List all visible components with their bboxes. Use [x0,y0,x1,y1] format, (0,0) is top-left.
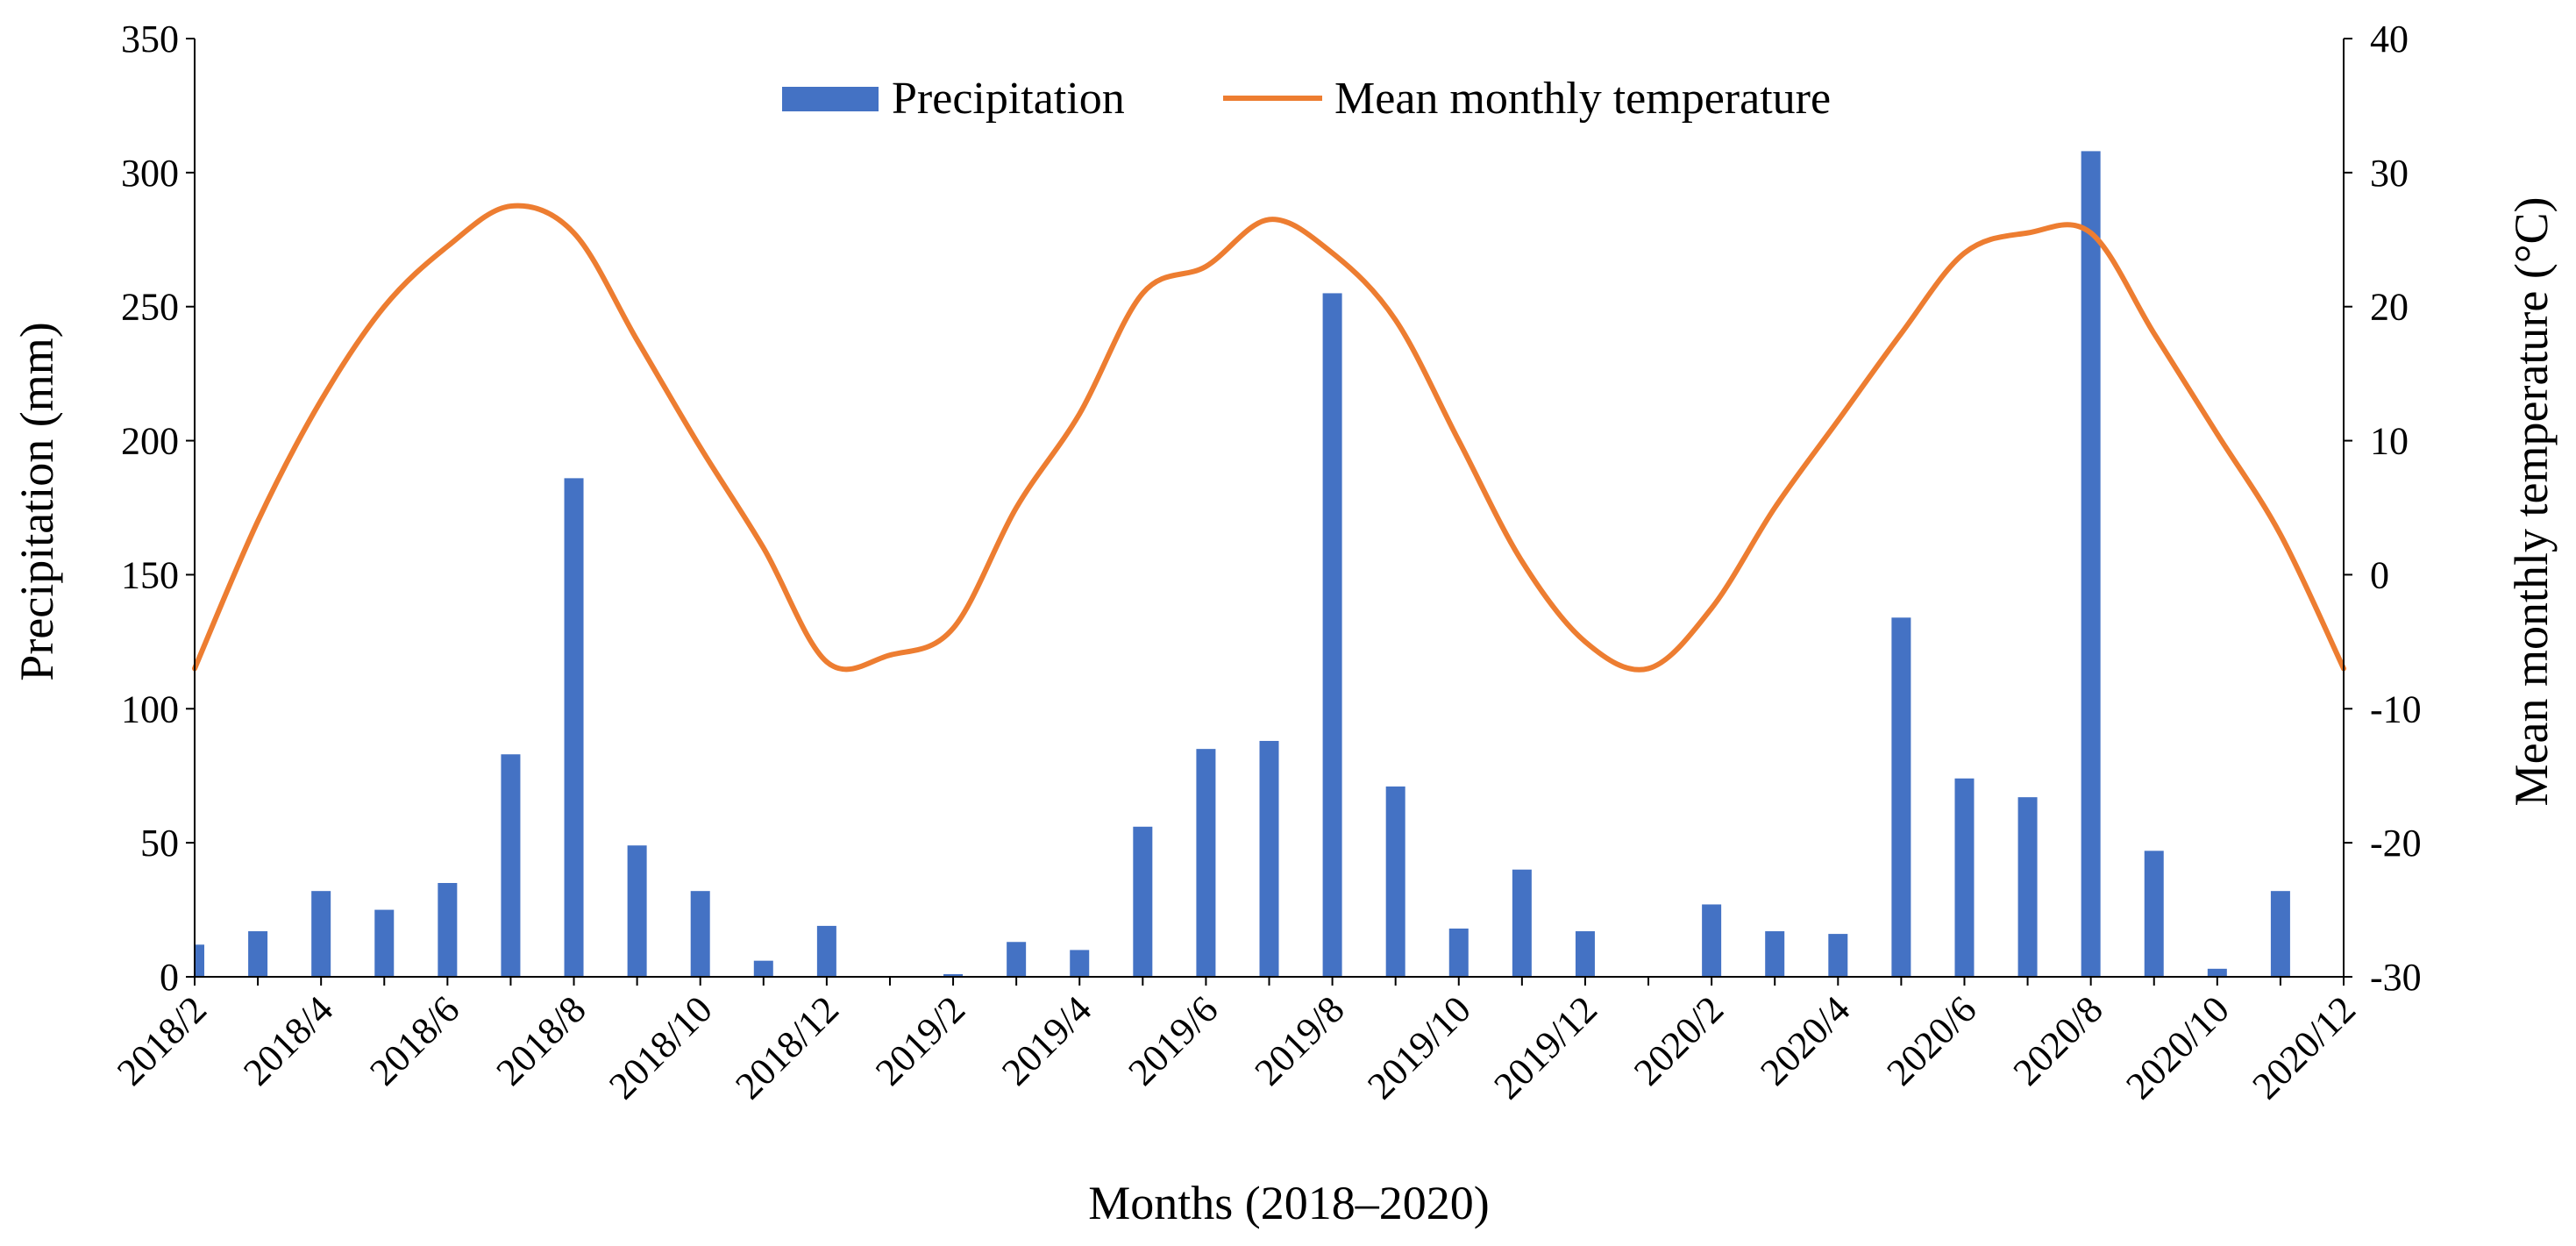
precipitation-bar [564,478,584,977]
x-tick-label: 2019/8 [1247,987,1353,1093]
left-y-tick-label: 200 [121,420,179,463]
precipitation-bar [1891,617,1911,977]
left-y-tick-label: 250 [121,286,179,329]
x-tick-label: 2018/10 [601,987,721,1107]
precipitation-bar [816,925,836,977]
left-y-tick-label: 100 [121,687,179,730]
left-y-tick-label: 150 [121,553,179,596]
precipitation-bar [1070,950,1090,977]
x-tick-label: 2018/6 [361,987,467,1093]
precipitation-bar [2081,151,2101,977]
left-y-tick-label: 350 [121,18,179,61]
x-tick-label: 2019/4 [993,987,1099,1093]
precipitation-bar [1007,942,1027,977]
x-tick-label: 2019/2 [867,987,973,1093]
precipitation-bar [195,944,204,977]
x-tick-label: 2019/12 [1485,987,1605,1107]
x-tick-label: 2020/10 [2117,987,2238,1107]
precipitation-bar [943,973,964,977]
precipitation-bar [1828,934,1848,977]
right-y-tick-label: -30 [2370,956,2422,999]
left-y-tick-label: 300 [121,152,179,195]
precipitation-bar [1765,931,1785,977]
right-y-axis-ticks: -30 -20 -10 0 10 20 30 40 [2344,18,2422,999]
x-tick-label: 2018/4 [235,987,341,1093]
precipitation-bars [195,151,2290,977]
x-tick-label: 2020/6 [1878,987,1984,1093]
x-tick-label: 2018/8 [488,987,594,1093]
precipitation-bar [2270,891,2290,977]
right-y-tick-label: 0 [2370,553,2389,596]
precipitation-bar [690,891,710,977]
left-y-axis-ticks: 0 50 100 150 200 250 300 350 [121,18,195,999]
right-y-tick-label: -10 [2370,687,2422,730]
left-y-axis-title: Precipitation (mm) [11,322,63,680]
x-tick-label: 2020/4 [1752,987,1858,1093]
right-y-tick-label: 10 [2370,420,2409,463]
precipitation-bar [1448,928,1469,977]
left-y-tick-label: 50 [140,822,179,865]
left-y-tick-label: 0 [160,956,179,999]
legend-precipitation-swatch [782,87,879,111]
precipitation-bar [501,754,521,977]
x-tick-label: 2019/6 [1120,987,1226,1093]
temperature-line [192,203,2346,673]
legend-temperature-label: Mean monthly temperature [1334,74,1831,124]
right-y-tick-label: 20 [2370,286,2409,329]
precipitation-bar [2207,968,2227,977]
x-tick-label: 2020/8 [2005,987,2111,1093]
precipitation-bar [2144,851,2164,977]
precipitation-bar [374,909,395,977]
precipitation-bar [753,960,773,977]
precipitation-bar [1259,740,1279,977]
precipitation-bar [1322,293,1342,977]
precipitation-bar [438,883,458,977]
precipitation-bar [1954,778,1975,977]
precipitation-bar [1133,826,1153,977]
x-tick-label: 2020/2 [1626,987,1732,1093]
precipitation-bar [248,931,268,977]
precipitation-bar [1702,904,1722,977]
x-tick-label: 2019/10 [1359,987,1479,1107]
right-y-tick-label: 30 [2370,152,2409,195]
precipitation-bar [311,891,331,977]
plot-area [192,151,2346,977]
right-y-tick-label: 40 [2370,18,2409,61]
legend-precipitation-label: Precipitation [892,74,1125,124]
right-y-axis-title: Mean monthly temperature (°C) [2505,197,2558,807]
precipitation-bar [1385,786,1405,977]
precipitation-bar [1512,869,1532,977]
precipitation-bar [1196,749,1216,977]
precipitation-bar [627,845,647,977]
x-tick-label: 2018/2 [109,987,215,1093]
x-tick-label: 2018/12 [727,987,847,1107]
right-y-tick-label: -20 [2370,822,2422,865]
precipitation-bar [1575,931,1595,977]
precipitation-bar [2017,797,2038,977]
legend: Precipitation Mean monthly temperature [782,74,1831,124]
x-tick-label: 2020/12 [2244,987,2364,1107]
x-axis-title: Months (2018–2020) [1088,1177,1490,1229]
x-axis-ticks: 2018/2 2018/4 2018/6 2018/8 2018/10 2018/12 20… [109,977,2364,1107]
